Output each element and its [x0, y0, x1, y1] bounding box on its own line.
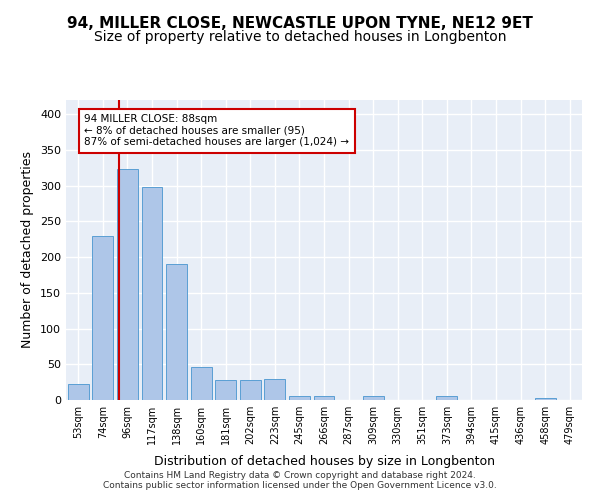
- Bar: [117, 170, 138, 400]
- Y-axis label: Number of detached properties: Number of detached properties: [22, 152, 34, 348]
- Bar: [436, 396, 457, 400]
- Bar: [265, 380, 286, 400]
- Text: 94 MILLER CLOSE: 88sqm
← 8% of detached houses are smaller (95)
87% of semi-deta: 94 MILLER CLOSE: 88sqm ← 8% of detached …: [85, 114, 349, 148]
- Bar: [215, 380, 236, 400]
- Bar: [314, 396, 334, 400]
- Text: Contains HM Land Registry data © Crown copyright and database right 2024.
Contai: Contains HM Land Registry data © Crown c…: [103, 470, 497, 490]
- Bar: [289, 396, 310, 400]
- Bar: [240, 380, 261, 400]
- Bar: [166, 264, 187, 400]
- Bar: [142, 187, 163, 400]
- Bar: [362, 396, 383, 400]
- Bar: [535, 398, 556, 400]
- Text: Size of property relative to detached houses in Longbenton: Size of property relative to detached ho…: [94, 30, 506, 44]
- Bar: [92, 236, 113, 400]
- Bar: [68, 384, 89, 400]
- X-axis label: Distribution of detached houses by size in Longbenton: Distribution of detached houses by size …: [154, 456, 494, 468]
- Bar: [191, 367, 212, 400]
- Text: 94, MILLER CLOSE, NEWCASTLE UPON TYNE, NE12 9ET: 94, MILLER CLOSE, NEWCASTLE UPON TYNE, N…: [67, 16, 533, 31]
